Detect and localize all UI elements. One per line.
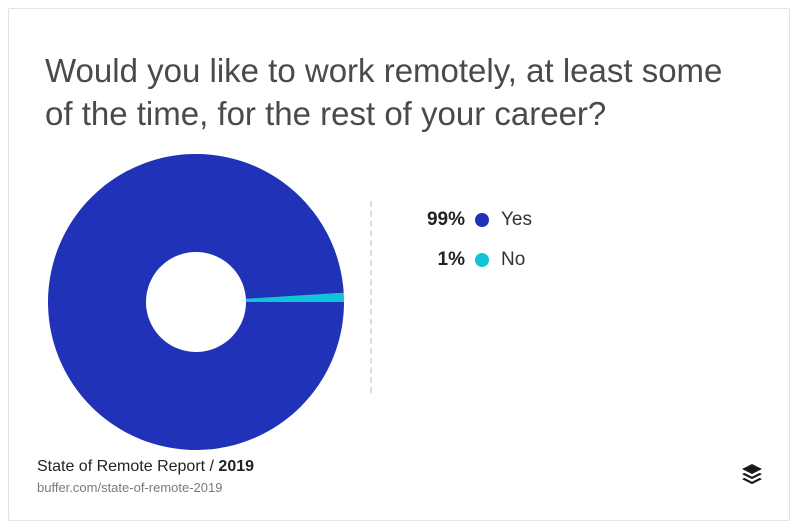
legend-swatch [475,213,489,227]
donut-slice-no [245,292,344,302]
legend-label: Yes [501,209,532,230]
legend-percent: 99% [426,209,465,230]
donut-chart [47,153,344,450]
legend-item-no: 1% No [389,240,609,280]
source-title-text: State of Remote Report / [37,458,219,475]
source-year: 2019 [218,458,255,475]
legend-item-yes: 99% Yes [389,200,609,240]
chart-legend: 99% Yes 1% No [389,200,609,280]
chart-card: Would you like to work remotely, at leas… [8,8,790,521]
source-title: State of Remote Report / 2019 [37,458,254,476]
buffer-stack-logo-icon [742,464,762,485]
legend-swatch [475,253,489,267]
legend-label: No [501,249,526,270]
legend-percent: 1% [437,249,465,270]
legend-divider [370,201,372,393]
chart-title: Would you like to work remotely, at leas… [45,52,723,132]
source-url: buffer.com/state-of-remote-2019 [37,480,223,495]
donut-slice-yes [47,153,344,450]
